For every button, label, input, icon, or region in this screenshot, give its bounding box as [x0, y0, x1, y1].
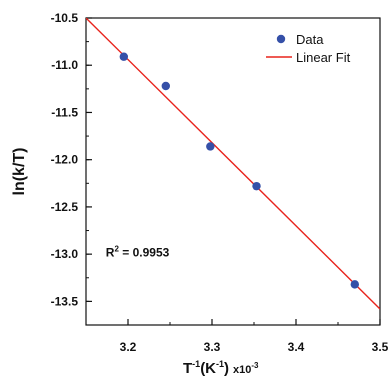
plot-frame	[85, 17, 381, 326]
r-squared-sup: 2	[114, 244, 119, 253]
y-tick-label: -13.0	[51, 247, 79, 261]
y-tick-label: -11.5	[51, 105, 78, 119]
legend: Data Linear Fit	[266, 32, 351, 65]
y-axis: -10.5 -11.0 -11.5 -12.0 -12.5 -13.0 -13.5	[51, 11, 92, 326]
r-squared-annotation: R2 = 0.9953	[106, 244, 170, 259]
series-layer	[86, 18, 380, 310]
x-axis-title: T-1(K-1) x10-3	[183, 359, 259, 377]
x-title-close: )	[224, 360, 229, 377]
annotation-layer: R2 = 0.9953	[106, 244, 170, 259]
data-point	[119, 52, 128, 61]
data-point	[350, 280, 359, 289]
y-tick-label: -10.5	[51, 11, 79, 25]
r-squared-base: R	[106, 245, 115, 259]
plot-area	[85, 17, 381, 326]
y-tick-label: -11.0	[51, 58, 78, 72]
legend-data-marker	[276, 34, 286, 44]
data-point	[252, 181, 261, 191]
axis-titles: T-1(K-1) x10-3ln(k/T)	[11, 148, 259, 378]
y-tick-label: -12.0	[51, 153, 79, 167]
x-tick-label: 3.5	[372, 340, 389, 354]
x-title-mid: (K	[200, 360, 216, 377]
fit-line	[86, 18, 380, 310]
x-title-sup1: -1	[192, 359, 200, 369]
y-tick-label: -12.5	[51, 200, 79, 214]
legend-data-label: Data	[296, 32, 324, 47]
x-title-mult: x10	[233, 364, 251, 376]
r-squared-value: = 0.9953	[119, 245, 170, 259]
x-title-mult-sup: -3	[251, 361, 259, 370]
y-axis-title: ln(k/T)	[11, 148, 28, 196]
y-tick-label: -13.5	[51, 294, 79, 308]
legend-fit-label: Linear Fit	[296, 50, 351, 65]
x-title-T: T	[183, 360, 192, 377]
data-point	[161, 81, 170, 91]
x-title-sup2: -1	[216, 359, 224, 369]
x-axis: 3.2 3.3 3.4 3.5	[85, 319, 389, 354]
data-point	[206, 142, 215, 151]
x-tick-label: 3.3	[204, 340, 221, 354]
x-tick-label: 3.4	[288, 340, 305, 354]
x-tick-label: 3.2	[120, 340, 137, 354]
